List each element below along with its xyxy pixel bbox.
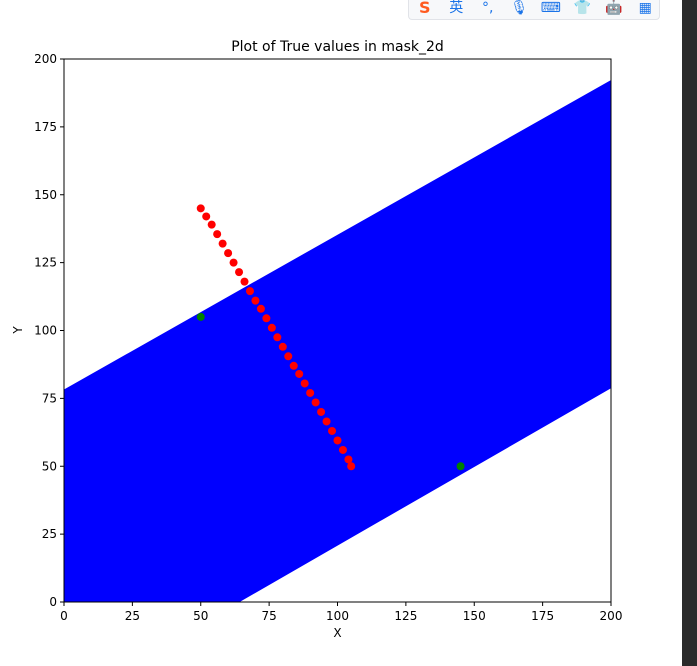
- data-point: [333, 436, 342, 445]
- chart-title: Plot of True values in mask_2d: [231, 39, 444, 55]
- data-point: [344, 455, 353, 464]
- series-1: [196, 312, 465, 471]
- x-axis-label: X: [333, 626, 341, 640]
- keyboard-icon[interactable]: ⌨: [540, 0, 561, 16]
- ime-toolbar: S 英 °, 🎙 ⌨ 👕 🤖 ▦: [408, 0, 660, 20]
- data-point: [322, 417, 331, 426]
- x-axis-ticks: 0 25 50 75 100 125 150 175 200: [60, 602, 622, 623]
- x-tick-label: 0: [60, 609, 68, 623]
- x-tick-label: 25: [125, 609, 140, 623]
- data-point: [317, 407, 326, 416]
- data-point: [235, 268, 244, 277]
- y-tick-label: 75: [42, 391, 57, 405]
- data-point: [256, 304, 265, 313]
- microphone-icon[interactable]: 🎙: [510, 0, 529, 16]
- x-tick-label: 75: [261, 609, 276, 623]
- data-point: [267, 323, 276, 332]
- data-point: [196, 204, 205, 213]
- y-tick-label: 150: [34, 188, 57, 202]
- x-tick-label: 125: [394, 609, 417, 623]
- data-point: [278, 342, 287, 351]
- data-point: [224, 249, 233, 258]
- y-tick-label: 0: [49, 595, 57, 609]
- data-point: [218, 239, 227, 248]
- data-point: [289, 361, 298, 370]
- english-mode-label[interactable]: 英: [449, 0, 464, 16]
- y-tick-label: 200: [34, 52, 57, 66]
- y-tick-label: 125: [34, 256, 57, 270]
- data-point: [295, 369, 304, 378]
- x-tick-label: 150: [463, 609, 486, 623]
- data-point: [347, 462, 356, 471]
- robot-icon[interactable]: 🤖: [605, 0, 623, 16]
- data-layer: [64, 80, 611, 602]
- data-point: [338, 445, 347, 454]
- y-tick-label: 50: [42, 459, 57, 473]
- data-point: [213, 230, 222, 239]
- data-point: [229, 258, 238, 267]
- data-point: [262, 314, 271, 323]
- punctuation-icon[interactable]: °,: [482, 0, 494, 16]
- skin-icon[interactable]: 👕: [573, 0, 591, 16]
- y-tick-label: 100: [34, 324, 57, 338]
- data-point: [207, 220, 216, 229]
- data-point: [245, 287, 254, 296]
- data-point: [328, 426, 337, 435]
- y-tick-label: 25: [42, 527, 57, 541]
- series-0: [196, 204, 356, 471]
- data-point: [284, 352, 293, 361]
- y-axis-ticks: 0 25 50 75 100 125 150 175 200: [34, 52, 64, 609]
- data-point: [196, 312, 205, 321]
- data-point: [240, 277, 249, 286]
- data-point: [311, 398, 320, 407]
- y-axis-label: Y: [11, 326, 25, 335]
- true-mask-region: [64, 80, 611, 602]
- data-point: [202, 212, 211, 221]
- x-tick-label: 200: [600, 609, 623, 623]
- data-point: [306, 388, 315, 397]
- y-tick-label: 175: [34, 120, 57, 134]
- data-point: [456, 462, 465, 471]
- x-tick-label: 175: [531, 609, 554, 623]
- data-point: [300, 379, 309, 388]
- data-point: [273, 333, 282, 342]
- toolbox-icon[interactable]: ▦: [638, 0, 652, 16]
- sogou-logo-icon[interactable]: S: [418, 0, 431, 17]
- x-tick-label: 100: [326, 609, 349, 623]
- editor-scrollbar[interactable]: [682, 0, 697, 666]
- data-point: [251, 296, 260, 305]
- x-tick-label: 50: [193, 609, 208, 623]
